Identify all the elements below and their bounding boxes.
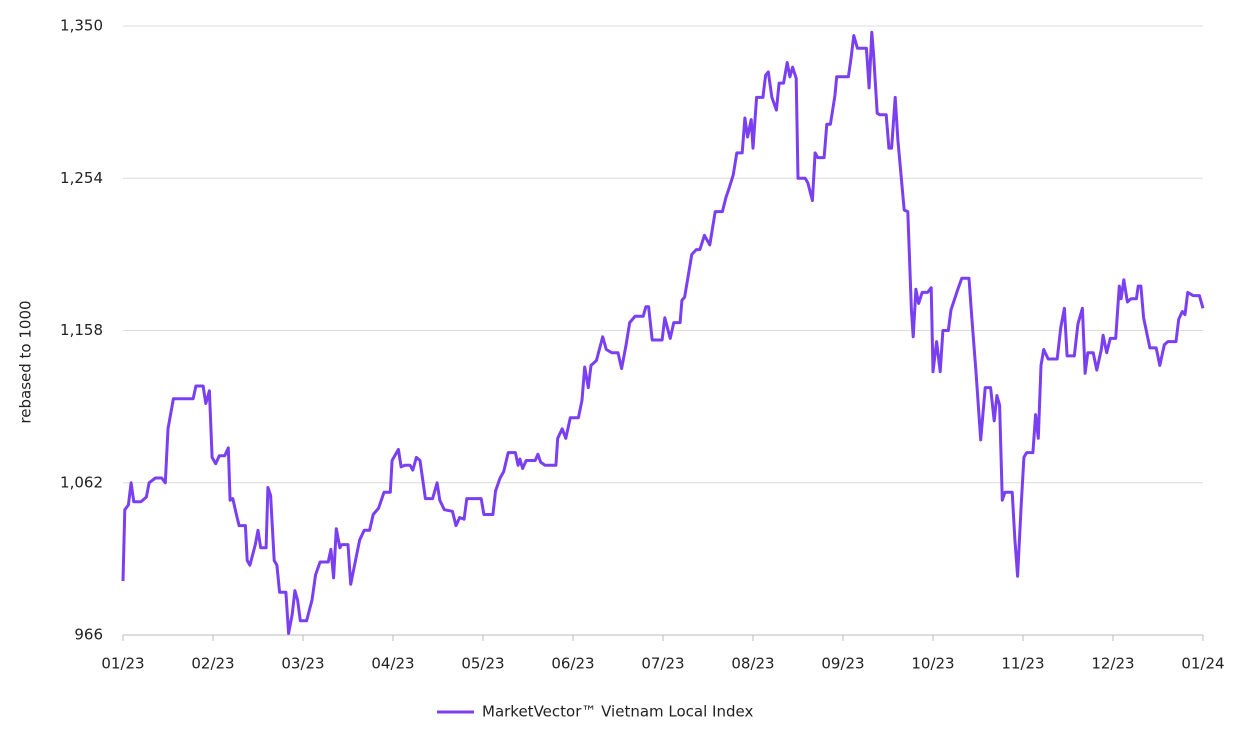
- y-tick-label: 1,254: [60, 169, 103, 187]
- y-tick-label: 1,350: [60, 17, 103, 35]
- x-tick-label: 07/23: [641, 655, 684, 673]
- y-tick-label: 1,158: [60, 321, 103, 339]
- x-tick-label: 04/23: [371, 655, 414, 673]
- x-tick-label: 03/23: [281, 655, 324, 673]
- y-tick-label: 966: [74, 626, 103, 644]
- x-tick-label: 10/23: [911, 655, 954, 673]
- y-tick-label: 1,062: [60, 473, 103, 491]
- data-line: [121, 30, 1205, 635]
- x-tick-label: 06/23: [551, 655, 594, 673]
- x-tick-label: 08/23: [731, 655, 774, 673]
- y-axis-label: rebased to 1000: [17, 300, 35, 423]
- x-tick-label: 05/23: [461, 655, 504, 673]
- x-tick-label: 12/23: [1091, 655, 1134, 673]
- legend-label: MarketVector™ Vietnam Local Index: [482, 703, 753, 721]
- x-tick-label: 11/23: [1001, 655, 1044, 673]
- x-tick-label: 01/23: [101, 655, 144, 673]
- x-tick-label: 01/24: [1181, 655, 1224, 673]
- x-tick-label: 02/23: [191, 655, 234, 673]
- x-tick-label: 09/23: [821, 655, 864, 673]
